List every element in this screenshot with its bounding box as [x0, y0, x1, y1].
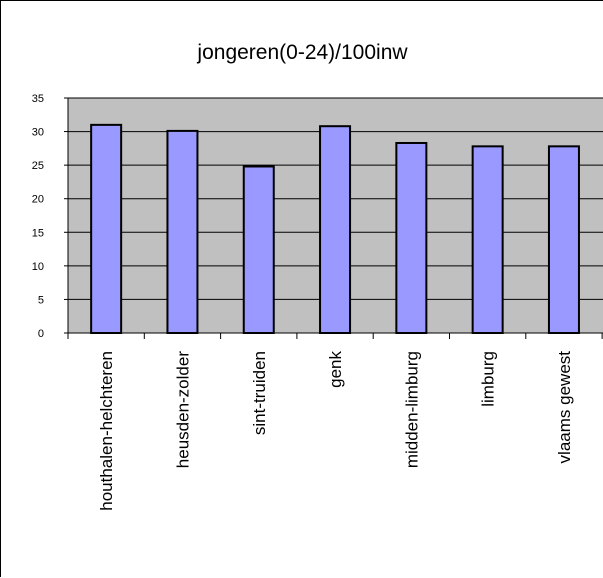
- bar: [319, 125, 352, 334]
- bar: [90, 123, 123, 334]
- category-label: vlaams gewest: [555, 351, 574, 464]
- y-tick-label: 20: [32, 194, 44, 206]
- y-tick-label: 35: [32, 93, 44, 105]
- y-tick-label: 5: [38, 294, 44, 306]
- y-tick-label: 30: [32, 127, 44, 139]
- category-label: houthalen-helchteren: [97, 351, 116, 511]
- bar: [471, 145, 504, 334]
- bar: [547, 145, 580, 334]
- category-label: limburg: [479, 351, 498, 407]
- category-label: midden-limburg: [402, 351, 421, 468]
- bar: [395, 141, 428, 334]
- bar: [242, 165, 275, 334]
- bar: [166, 129, 199, 334]
- y-tick-label: 10: [32, 261, 44, 273]
- chart-title: jongeren(0-24)/100inw: [197, 41, 408, 64]
- category-label: heusden-zolder: [173, 351, 192, 469]
- category-label: genk: [326, 351, 345, 388]
- y-tick-label: 15: [32, 227, 44, 239]
- y-tick-label: 25: [32, 160, 44, 172]
- category-label: sint-truiden: [250, 351, 269, 435]
- y-tick-label: 0: [38, 328, 44, 340]
